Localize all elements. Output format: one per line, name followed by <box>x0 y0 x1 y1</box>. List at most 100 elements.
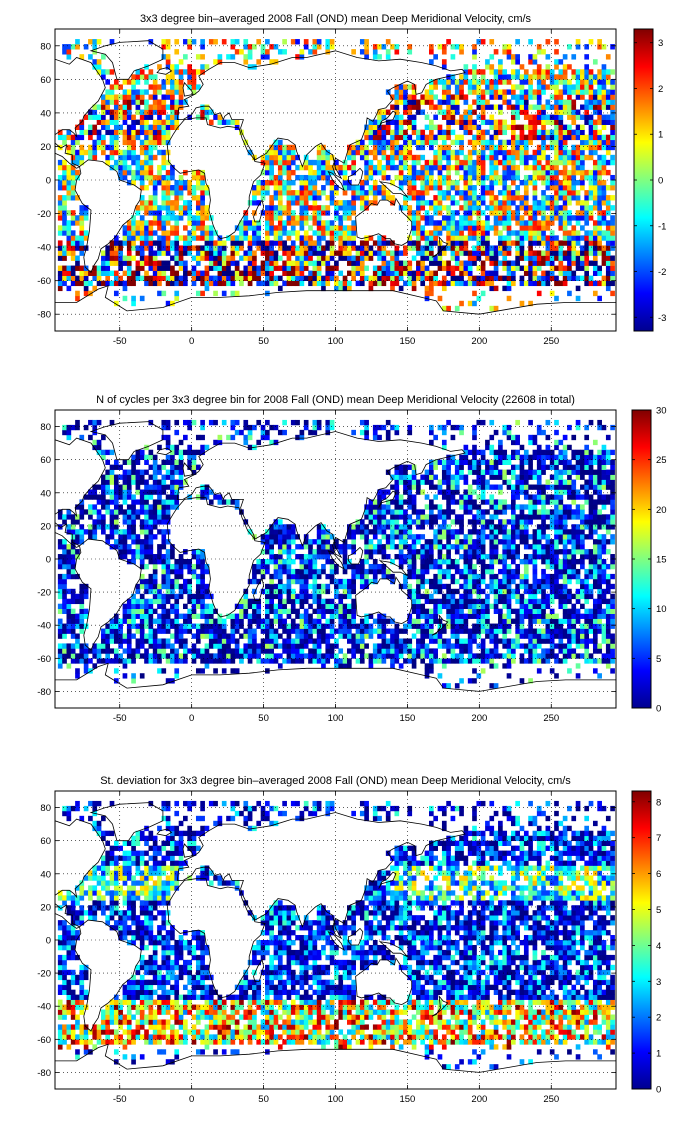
heatmap-cell <box>183 235 188 241</box>
heatmap-cell <box>239 608 244 614</box>
heatmap-cell <box>472 185 477 191</box>
heatmap-cell <box>148 144 154 151</box>
heatmap-cell <box>472 678 477 684</box>
heatmap-cell <box>463 235 469 241</box>
heatmap-cell <box>506 295 512 302</box>
heatmap-cell <box>290 39 296 45</box>
heatmap-cell <box>446 305 451 312</box>
heatmap-cell <box>403 270 408 276</box>
heatmap-cell <box>256 653 262 659</box>
heatmap-cell <box>571 270 577 276</box>
heatmap-cell <box>450 220 456 226</box>
heatmap-cell <box>394 124 400 131</box>
heatmap-cell <box>165 159 171 166</box>
heatmap-cell <box>105 245 111 251</box>
heatmap-cell <box>126 94 132 100</box>
heatmap-cell <box>562 74 568 80</box>
heatmap-cell <box>139 613 145 619</box>
heatmap-cell <box>429 623 434 629</box>
heatmap-cell <box>493 270 499 276</box>
heatmap-cell <box>493 265 499 271</box>
heatmap-cell <box>187 205 193 211</box>
heatmap-cell <box>213 280 218 287</box>
heatmap-cell <box>420 215 426 221</box>
heatmap-cell <box>92 643 98 649</box>
heatmap-cell <box>493 623 499 629</box>
heatmap-cell <box>597 215 602 221</box>
heatmap-cell <box>605 270 611 276</box>
heatmap-cell <box>161 180 167 186</box>
heatmap-cell <box>571 89 577 95</box>
heatmap-cell <box>75 255 80 261</box>
heatmap-cell <box>277 49 283 55</box>
heatmap-cell <box>601 69 607 75</box>
heatmap-cell <box>351 185 356 191</box>
heatmap-cell <box>256 598 262 605</box>
heatmap-cell <box>424 200 430 206</box>
heatmap-cell <box>390 280 395 287</box>
heatmap-cell <box>338 623 344 629</box>
heatmap-cell <box>334 265 339 271</box>
heatmap-cell <box>338 603 344 610</box>
heatmap-cell <box>528 250 533 256</box>
heatmap-cell <box>364 275 369 282</box>
heatmap-cell <box>312 220 318 226</box>
heatmap-cell <box>454 149 460 156</box>
heatmap-cell <box>157 220 162 226</box>
heatmap-cell <box>558 99 564 105</box>
heatmap-cell <box>256 245 262 251</box>
heatmap-cell <box>498 628 503 634</box>
heatmap-cell <box>424 648 430 654</box>
heatmap-cell <box>489 174 495 181</box>
heatmap-cell <box>437 230 443 236</box>
heatmap-cell <box>152 608 158 614</box>
heatmap-cell <box>489 185 495 191</box>
heatmap-cell <box>329 169 335 176</box>
heatmap-cell <box>429 658 434 664</box>
heatmap-cell <box>113 280 119 287</box>
heatmap-cell <box>364 265 369 271</box>
heatmap-cell <box>536 255 542 261</box>
heatmap-cell <box>567 643 572 649</box>
heatmap-cell <box>204 109 210 115</box>
heatmap-cell <box>476 618 482 624</box>
heatmap-cell <box>480 658 486 664</box>
heatmap-cell <box>183 225 188 231</box>
heatmap-cell <box>580 235 585 241</box>
heatmap-cell <box>252 185 257 191</box>
heatmap-cell <box>467 195 473 201</box>
heatmap-cell <box>446 265 451 271</box>
heatmap-cell <box>113 99 119 105</box>
heatmap-cell <box>532 154 538 161</box>
heatmap-cell <box>541 69 546 75</box>
heatmap-cell <box>575 613 581 619</box>
heatmap-cell <box>113 119 119 125</box>
heatmap-cell <box>178 280 184 287</box>
heatmap-cell <box>584 230 590 236</box>
heatmap-cell <box>463 265 469 271</box>
heatmap-cell <box>463 79 469 85</box>
heatmap-cell <box>554 658 559 664</box>
heatmap-cell <box>398 94 404 100</box>
heatmap-cell <box>178 613 184 619</box>
heatmap-cell <box>377 628 382 634</box>
heatmap-cell <box>183 623 188 629</box>
heatmap-cell <box>148 260 154 266</box>
heatmap-cell <box>277 210 283 216</box>
heatmap-cell <box>131 240 136 246</box>
heatmap-cell <box>597 225 602 231</box>
heatmap-cell <box>66 220 72 226</box>
heatmap-cell <box>549 250 555 256</box>
heatmap-cell <box>152 144 158 151</box>
heatmap-cell <box>446 245 451 251</box>
heatmap-cell <box>515 215 520 221</box>
heatmap-cell <box>403 205 408 211</box>
heatmap-cell <box>226 270 231 276</box>
heatmap-cell <box>575 74 581 80</box>
heatmap-cell <box>364 159 369 166</box>
heatmap-cell <box>334 164 339 171</box>
heatmap-cell <box>567 275 572 282</box>
heatmap-cell <box>282 623 287 629</box>
heatmap-cell <box>549 79 555 85</box>
heatmap-cell <box>575 39 581 45</box>
